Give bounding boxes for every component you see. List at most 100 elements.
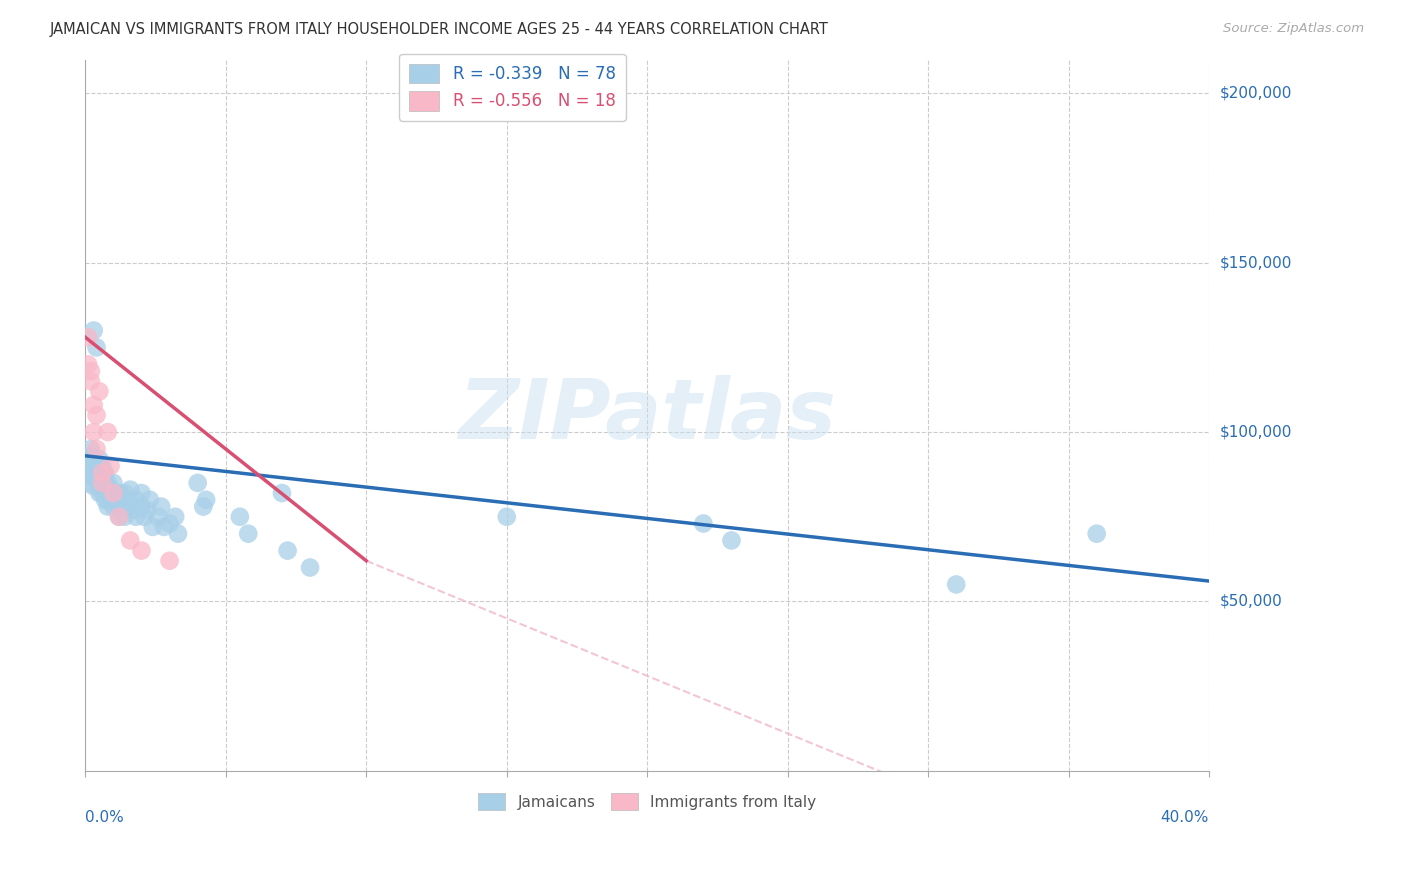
- Point: [229, 509, 252, 524]
- Point: [80, 442, 103, 456]
- Point: [80, 458, 103, 473]
- Point: [125, 509, 148, 524]
- Text: $50,000: $50,000: [1220, 594, 1282, 609]
- Point: [142, 520, 165, 534]
- Point: [100, 458, 122, 473]
- Point: [89, 475, 111, 490]
- Point: [77, 475, 100, 490]
- Text: ZIPatlas: ZIPatlas: [458, 375, 837, 456]
- Point: [148, 509, 170, 524]
- Point: [193, 500, 215, 514]
- Point: [1085, 526, 1108, 541]
- Point: [277, 543, 299, 558]
- Point: [91, 486, 114, 500]
- Point: [195, 492, 218, 507]
- Point: [91, 473, 114, 487]
- Point: [131, 500, 153, 514]
- Point: [97, 425, 120, 439]
- Point: [97, 483, 120, 497]
- Point: [91, 466, 114, 480]
- Point: [80, 364, 103, 378]
- Point: [103, 492, 125, 507]
- Point: [238, 526, 260, 541]
- Point: [117, 492, 139, 507]
- Point: [97, 475, 120, 490]
- Point: [89, 458, 111, 473]
- Point: [159, 516, 181, 531]
- Point: [83, 398, 105, 412]
- Point: [86, 442, 108, 456]
- Point: [125, 492, 148, 507]
- Text: $150,000: $150,000: [1220, 255, 1292, 270]
- Point: [100, 492, 122, 507]
- Point: [91, 466, 114, 480]
- Point: [94, 469, 117, 483]
- Point: [103, 486, 125, 500]
- Point: [80, 452, 103, 467]
- Point: [91, 479, 114, 493]
- Point: [153, 520, 176, 534]
- Point: [134, 509, 156, 524]
- Point: [131, 543, 153, 558]
- Point: [117, 500, 139, 514]
- Point: [122, 503, 145, 517]
- Point: [94, 466, 117, 480]
- Point: [299, 560, 322, 574]
- Point: [94, 492, 117, 507]
- Point: [77, 458, 100, 473]
- Point: [945, 577, 967, 591]
- Point: [187, 475, 209, 490]
- Point: [111, 492, 134, 507]
- Point: [91, 458, 114, 473]
- Point: [108, 500, 131, 514]
- Point: [83, 324, 105, 338]
- Point: [80, 449, 103, 463]
- Point: [103, 475, 125, 490]
- Point: [271, 486, 294, 500]
- Point: [77, 466, 100, 480]
- Text: $200,000: $200,000: [1220, 86, 1292, 101]
- Point: [94, 475, 117, 490]
- Point: [150, 500, 173, 514]
- Point: [83, 425, 105, 439]
- Point: [108, 509, 131, 524]
- Point: [692, 516, 714, 531]
- Point: [89, 473, 111, 487]
- Point: [720, 533, 742, 548]
- Text: Source: ZipAtlas.com: Source: ZipAtlas.com: [1223, 22, 1364, 36]
- Point: [94, 483, 117, 497]
- Point: [100, 486, 122, 500]
- Text: JAMAICAN VS IMMIGRANTS FROM ITALY HOUSEHOLDER INCOME AGES 25 - 44 YEARS CORRELAT: JAMAICAN VS IMMIGRANTS FROM ITALY HOUSEH…: [49, 22, 828, 37]
- Text: $100,000: $100,000: [1220, 425, 1292, 440]
- Point: [165, 509, 187, 524]
- Point: [86, 408, 108, 422]
- Point: [86, 458, 108, 473]
- Point: [97, 492, 120, 507]
- Point: [89, 452, 111, 467]
- Point: [131, 486, 153, 500]
- Point: [167, 526, 190, 541]
- Point: [80, 469, 103, 483]
- Point: [114, 509, 136, 524]
- Point: [136, 503, 159, 517]
- Point: [86, 340, 108, 354]
- Point: [86, 466, 108, 480]
- Point: [159, 554, 181, 568]
- Point: [108, 509, 131, 524]
- Text: 40.0%: 40.0%: [1161, 810, 1209, 825]
- Point: [77, 330, 100, 344]
- Point: [77, 357, 100, 371]
- Point: [83, 469, 105, 483]
- Point: [495, 509, 517, 524]
- Point: [108, 486, 131, 500]
- Point: [91, 475, 114, 490]
- Point: [114, 486, 136, 500]
- Point: [120, 533, 142, 548]
- Point: [89, 486, 111, 500]
- Point: [83, 479, 105, 493]
- Point: [120, 483, 142, 497]
- Point: [89, 466, 111, 480]
- Point: [83, 458, 105, 473]
- Text: 0.0%: 0.0%: [86, 810, 124, 825]
- Point: [97, 500, 120, 514]
